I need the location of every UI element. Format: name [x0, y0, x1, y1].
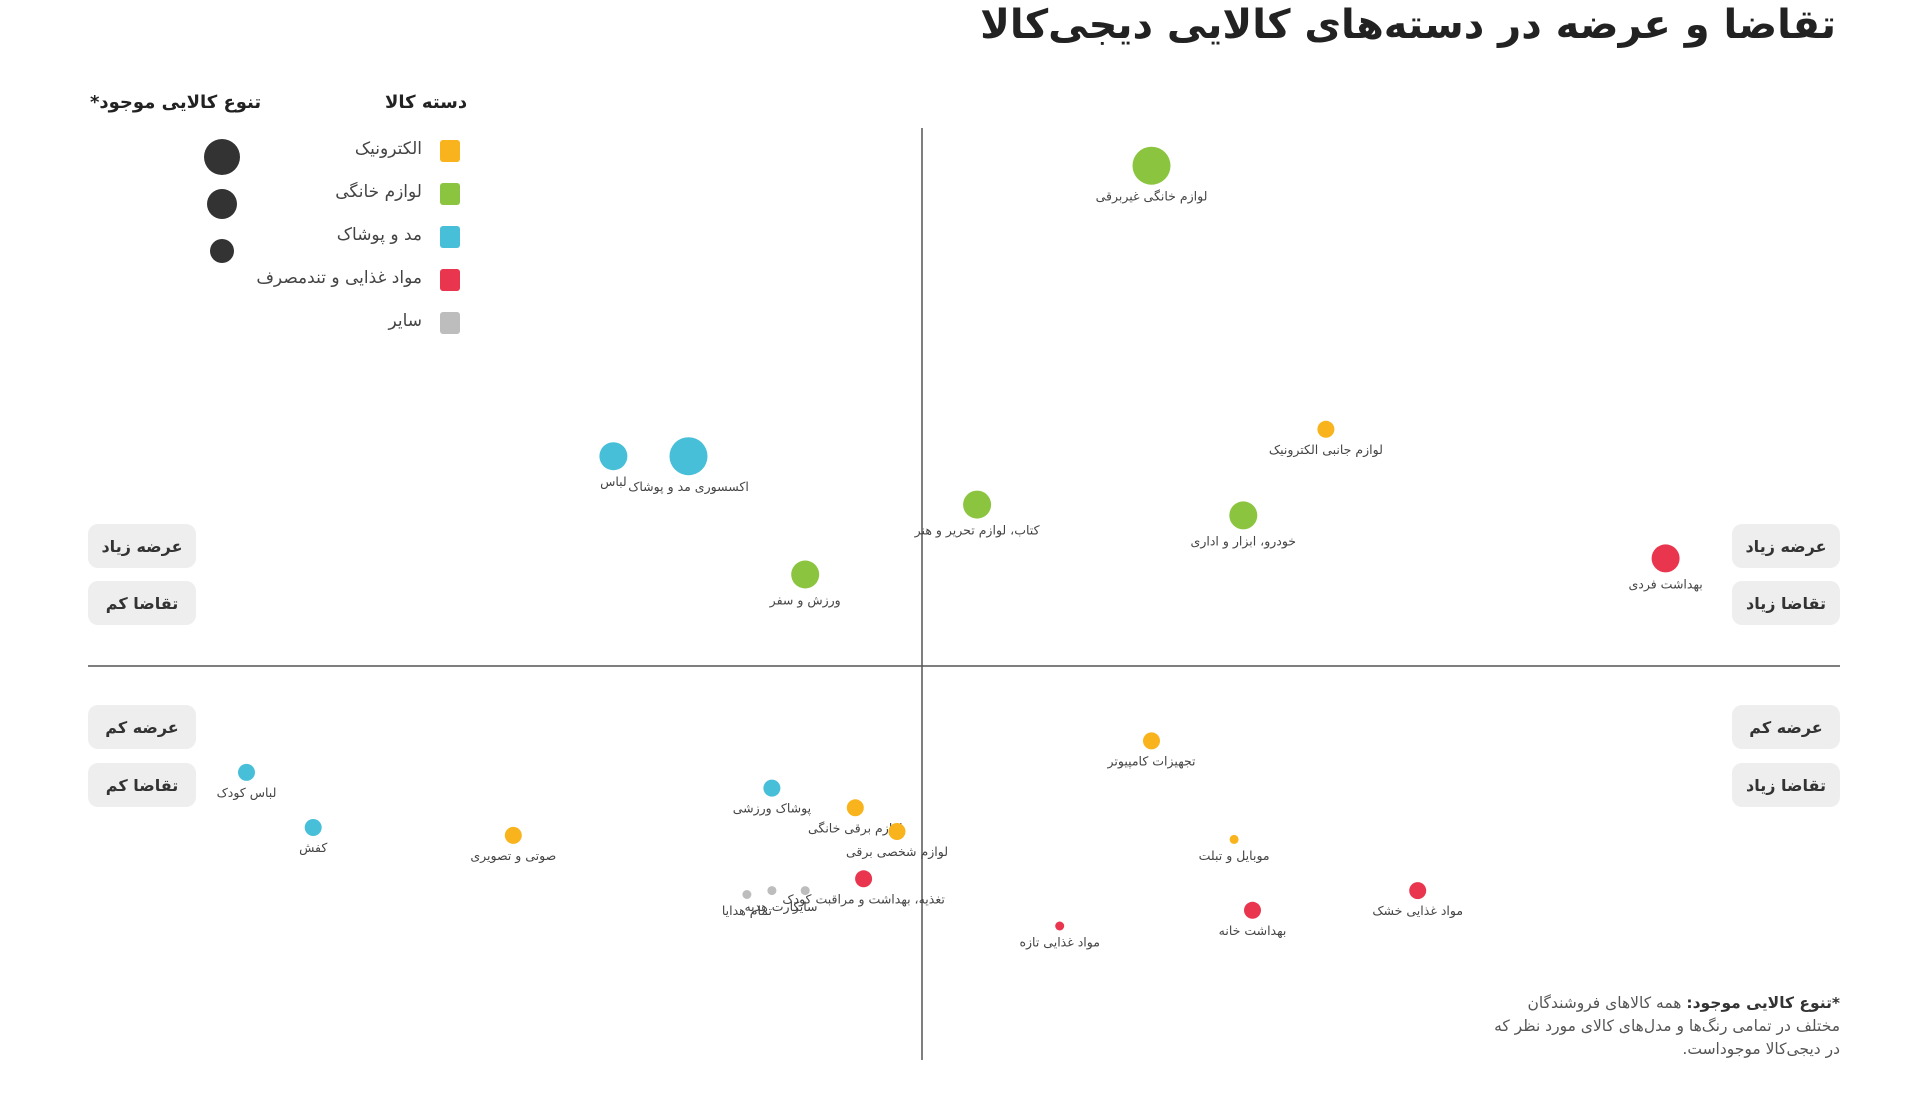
point-label-14: کفش — [299, 840, 327, 856]
point-label-1: لوازم جانبی الکترونیک — [1269, 442, 1383, 458]
quadrant-tl-demand: تقاضا کم — [88, 581, 196, 625]
point-11-food — [1244, 901, 1261, 919]
legend-swatch-food — [440, 269, 460, 291]
legend-label-electronics: الکترونیک — [354, 139, 422, 159]
point-label-12: مواد غذایی تازه — [1019, 935, 1099, 951]
point-label-5: لباس — [600, 474, 627, 490]
point-label-7: ورزش و سفر — [769, 593, 841, 609]
quadrant-tl-supply: عرضه زیاد — [88, 524, 196, 568]
chart-title: تقاضا و عرضه در دسته‌های کالایی دیجی‌کال… — [980, 2, 1836, 48]
point-4-food — [1651, 544, 1680, 573]
point-8-electronics — [1143, 732, 1160, 750]
point-label-11: بهداشت خانه — [1219, 923, 1287, 939]
quadrant-tr-demand: تقاضا زیاد — [1732, 581, 1840, 625]
point-13-fashion — [238, 763, 255, 781]
legend-label-fashion: مد و پوشاک — [336, 225, 422, 245]
point-15-electronics — [504, 826, 522, 844]
footnote: *تنوع کالایی موجود: همه کالاهای فروشندگا… — [1490, 992, 1840, 1061]
point-17-electronics — [846, 799, 864, 817]
legend-swatch-fashion — [440, 226, 460, 248]
point-21-other — [800, 886, 810, 896]
legend-label-home: لوازم خانگی — [335, 182, 422, 202]
point-22-other — [742, 890, 752, 899]
legend-swatch-other — [440, 312, 460, 334]
quadrant-br-demand: تقاضا زیاد — [1732, 763, 1840, 807]
legend-size-medium — [207, 189, 237, 219]
point-0-home — [1132, 146, 1171, 185]
quadrant-bl-supply: عرضه کم — [88, 705, 196, 749]
point-18-electronics — [888, 823, 906, 840]
point-6-fashion — [669, 437, 708, 476]
point-1-electronics — [1317, 420, 1335, 438]
point-label-10: مواد غذایی خشک — [1372, 903, 1463, 919]
point-label-6: اکسسوری مد و پوشاک — [628, 479, 749, 495]
point-label-21: سایر — [792, 899, 818, 915]
point-19-food — [855, 870, 873, 888]
legend-size-title: تنوع کالایی موجود* — [90, 92, 262, 113]
point-label-8: تجهیزات کامپیوتر — [1106, 753, 1196, 769]
point-label-22: تمام هدایا — [722, 903, 773, 918]
legend-label-other: سایر — [388, 311, 422, 331]
quadrant-br-supply: عرضه کم — [1732, 705, 1840, 749]
point-7-home — [791, 560, 820, 589]
point-label-19: تغذیه، بهداشت و مراقبت کودک — [782, 891, 945, 907]
quadrant-bl-demand: تقاضا کم — [88, 763, 196, 807]
legend-swatch-electronics — [440, 140, 460, 162]
point-label-15: صوتی و تصویری — [470, 848, 556, 864]
quadrant-tr-supply: عرضه زیاد — [1732, 524, 1840, 568]
point-3-home — [1229, 501, 1258, 530]
legend-swatch-home — [440, 183, 460, 205]
point-9-electronics — [1229, 834, 1239, 844]
legend-size-large — [204, 139, 240, 175]
point-label-9: موبایل و تبلت — [1199, 848, 1270, 864]
point-16-fashion — [763, 779, 781, 797]
point-label-4: بهداشت فردی — [1628, 576, 1702, 592]
point-5-fashion — [599, 442, 628, 471]
point-label-20: کارت هدیه — [744, 899, 799, 915]
point-label-13: لباس کودک — [217, 785, 277, 801]
point-2-home — [963, 490, 992, 519]
point-20-other — [767, 886, 777, 896]
legend-size-small — [210, 239, 234, 263]
point-label-17: لوازم برقی خانگی — [808, 820, 903, 836]
point-label-18: لوازم شخصی برقی — [846, 844, 948, 860]
point-label-3: خودرو، ابزار و اداری — [1191, 533, 1297, 549]
point-10-food — [1409, 882, 1427, 900]
footnote-bold: *تنوع کالایی موجود: — [1686, 994, 1840, 1012]
point-label-2: کتاب، لوازم تحریر و هنر — [914, 523, 1040, 539]
legend-category-title: دسته کالا — [385, 92, 468, 113]
point-14-fashion — [304, 819, 322, 836]
point-12-food — [1055, 921, 1065, 931]
footnote-text: همه کالاهای فروشندگان مختلف در تمامی رنگ… — [1494, 994, 1840, 1058]
point-label-16: پوشاک ورزشی — [733, 801, 812, 817]
point-label-0: لوازم خانگی غیربرقی — [1096, 189, 1208, 205]
legend-label-food: مواد غذایی و تندمصرف — [256, 268, 422, 288]
